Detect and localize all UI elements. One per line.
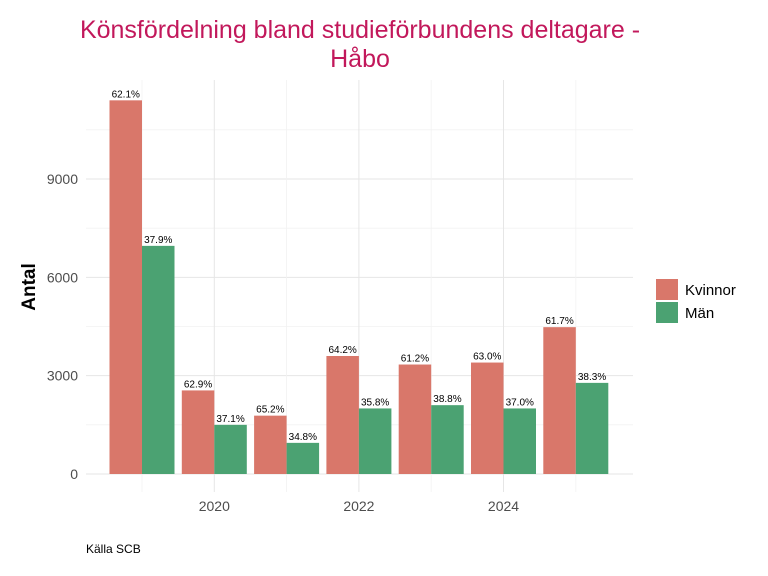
data-label-kvinnor-2024: 63.0% [473,352,501,363]
data-label-män-2020: 37.1% [216,414,244,425]
y-axis-ticks: 0 3000 6000 9000 [47,171,78,482]
data-label-kvinnor-2021: 65.2% [256,405,284,416]
bar-kvinnor-2024 [471,362,504,474]
data-label-män-2022: 35.8% [361,397,389,408]
bar-kvinnor-2025 [543,327,576,474]
bar-män-2019 [142,245,175,474]
y-tick-label: 3000 [47,368,78,384]
x-tick-label: 2024 [488,498,519,514]
x-tick-label: 2022 [343,498,374,514]
x-axis-ticks: 2020 2022 2024 [199,498,520,514]
bar-män-2024 [503,408,536,474]
data-labels: 62.1% 62.9% 65.2% 64.2% 61.2% 63.0% 61.7% 37.9%… [112,89,607,443]
data-label-män-2021: 34.8% [289,432,317,443]
legend: Kvinnor Män [656,279,736,323]
data-label-män-2019: 37.9% [144,235,172,246]
data-label-män-2025: 38.3% [578,372,606,383]
chart-caption: Källa SCB [86,542,141,556]
data-label-män-2023: 38.8% [433,394,461,405]
bars [109,100,609,474]
data-label-män-2024: 37.0% [506,397,534,408]
bar-kvinnor-2019 [109,100,142,474]
data-label-kvinnor-2025: 61.7% [545,316,573,327]
bar-kvinnor-2023 [398,364,432,474]
y-tick-label: 9000 [47,171,78,187]
bar-kvinnor-2021 [254,415,287,474]
legend-swatch-kvinnor [656,279,678,300]
bar-män-2023 [431,405,464,474]
y-tick-label: 0 [70,466,78,482]
bar-kvinnor-2022 [326,356,359,474]
legend-swatch-man [656,302,678,323]
bar-män-2025 [575,382,609,474]
chart-title-line-2: Håbo [330,45,390,73]
bar-män-2020 [214,424,247,474]
legend-label-kvinnor: Kvinnor [685,282,736,299]
x-tick-label: 2020 [199,498,230,514]
data-label-kvinnor-2023: 61.2% [401,354,429,365]
data-label-kvinnor-2019: 62.1% [112,89,140,100]
y-axis-title: Antal [19,263,40,311]
legend-label-man: Män [685,305,714,322]
bar-män-2022 [358,408,392,474]
bar-kvinnor-2020 [181,390,215,474]
data-label-kvinnor-2020: 62.9% [184,379,212,390]
y-tick-label: 6000 [47,269,78,285]
bar-män-2021 [286,442,320,474]
chart-title-line-1: Könsfördelning bland studieförbundens de… [80,16,640,44]
data-label-kvinnor-2022: 64.2% [328,345,356,356]
